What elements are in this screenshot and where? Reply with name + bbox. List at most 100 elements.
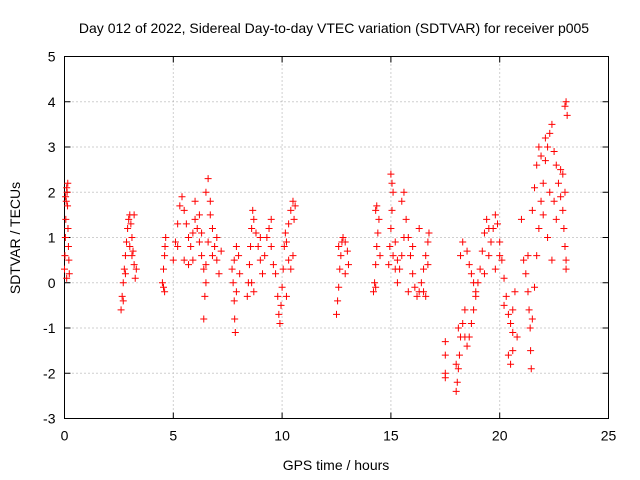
data-point-plus (171, 238, 179, 246)
y-tick-label: -1 (43, 320, 56, 336)
data-point-plus (489, 224, 497, 232)
data-point-plus (333, 310, 340, 318)
data-point-plus (249, 206, 257, 214)
data-point-plus (282, 238, 290, 246)
data-point-plus (254, 243, 262, 251)
data-point-plus (548, 120, 556, 128)
data-point-plus (261, 252, 269, 260)
data-point-plus (243, 292, 251, 300)
data-point-plus (229, 279, 237, 287)
data-point-plus (245, 261, 253, 269)
data-point-plus (374, 229, 382, 237)
data-point-plus (235, 252, 243, 260)
y-tick-label: 3 (48, 139, 56, 155)
data-point-plus (64, 224, 72, 232)
data-point-plus (123, 238, 131, 246)
data-point-plus (341, 238, 349, 246)
data-point-plus (507, 360, 515, 368)
data-point-plus (415, 224, 423, 232)
data-point-plus (118, 292, 126, 300)
data-point-plus (231, 315, 239, 323)
data-point-plus (335, 243, 343, 251)
data-point-plus (161, 252, 169, 260)
data-point-plus (376, 252, 384, 260)
data-point-plus (161, 288, 169, 296)
data-point-plus (191, 197, 199, 205)
data-point-plus (120, 265, 128, 273)
data-point-plus (128, 252, 136, 260)
x-tick-label: 25 (601, 428, 617, 444)
data-point-plus (64, 243, 72, 251)
data-point-plus (561, 102, 569, 110)
data-point-plus (388, 179, 396, 187)
data-point-plus (420, 288, 428, 296)
data-point-plus (544, 234, 552, 241)
data-point-plus (213, 234, 221, 241)
data-point-plus (344, 261, 352, 269)
data-point-plus (189, 256, 197, 264)
data-point-plus (182, 220, 190, 228)
data-point-plus (557, 193, 565, 201)
data-point-plus (539, 179, 547, 187)
data-point-plus (552, 161, 560, 169)
data-point-plus (232, 243, 240, 251)
data-point-plus (550, 148, 558, 156)
data-point-plus (525, 306, 533, 314)
data-point-plus (248, 224, 256, 232)
data-point-plus (441, 369, 449, 377)
data-point-plus (400, 188, 408, 196)
x-tick-label: 10 (274, 428, 290, 444)
data-point-plus (562, 98, 570, 106)
data-point-plus (541, 157, 549, 165)
data-point-plus (504, 351, 512, 359)
data-point-plus (463, 342, 471, 350)
data-point-plus (500, 301, 508, 309)
data-point-plus (372, 206, 380, 214)
data-point-plus (452, 387, 460, 395)
x-tick-label: 5 (169, 428, 177, 444)
data-point-plus (404, 288, 412, 296)
data-point-plus (341, 270, 349, 278)
data-point-plus (531, 283, 539, 291)
data-point-plus (121, 270, 129, 278)
data-point-plus (232, 288, 240, 296)
data-point-plus (562, 265, 570, 273)
data-point-plus (507, 319, 515, 327)
data-point-plus (535, 224, 543, 232)
y-tick-label: 2 (48, 184, 56, 200)
data-point-plus (470, 279, 478, 287)
data-point-plus (396, 265, 404, 273)
data-point-plus (275, 310, 283, 318)
data-point-plus (511, 288, 519, 296)
data-point-plus (500, 274, 508, 282)
data-point-plus (287, 265, 295, 273)
data-point-plus (483, 215, 491, 223)
data-point-plus (504, 310, 512, 318)
data-point-plus (119, 279, 127, 287)
data-point-plus (373, 202, 381, 210)
data-point-plus (129, 247, 137, 255)
data-point-plus (162, 234, 170, 241)
data-point-plus (176, 202, 184, 210)
data-point-plus (406, 252, 414, 260)
x-axis-label: GPS time / hours (283, 457, 390, 473)
data-point-plus (62, 193, 70, 201)
data-point-plus (160, 265, 168, 273)
data-point-plus (180, 256, 188, 264)
data-point-plus (206, 197, 214, 205)
data-point-plus (339, 234, 347, 241)
data-point-plus (204, 175, 212, 183)
data-point-plus (533, 252, 541, 260)
data-point-plus (422, 252, 430, 260)
data-point-plus (420, 265, 428, 273)
data-point-plus (465, 261, 473, 269)
data-point-plus (127, 220, 135, 228)
data-point-plus (267, 243, 275, 251)
data-point-plus (522, 270, 530, 278)
data-point-plus (187, 243, 195, 251)
data-point-plus (61, 265, 68, 273)
y-tick-label: -2 (43, 365, 56, 381)
data-point-plus (561, 243, 569, 251)
data-point-plus (174, 243, 182, 251)
data-point-plus (287, 206, 295, 214)
